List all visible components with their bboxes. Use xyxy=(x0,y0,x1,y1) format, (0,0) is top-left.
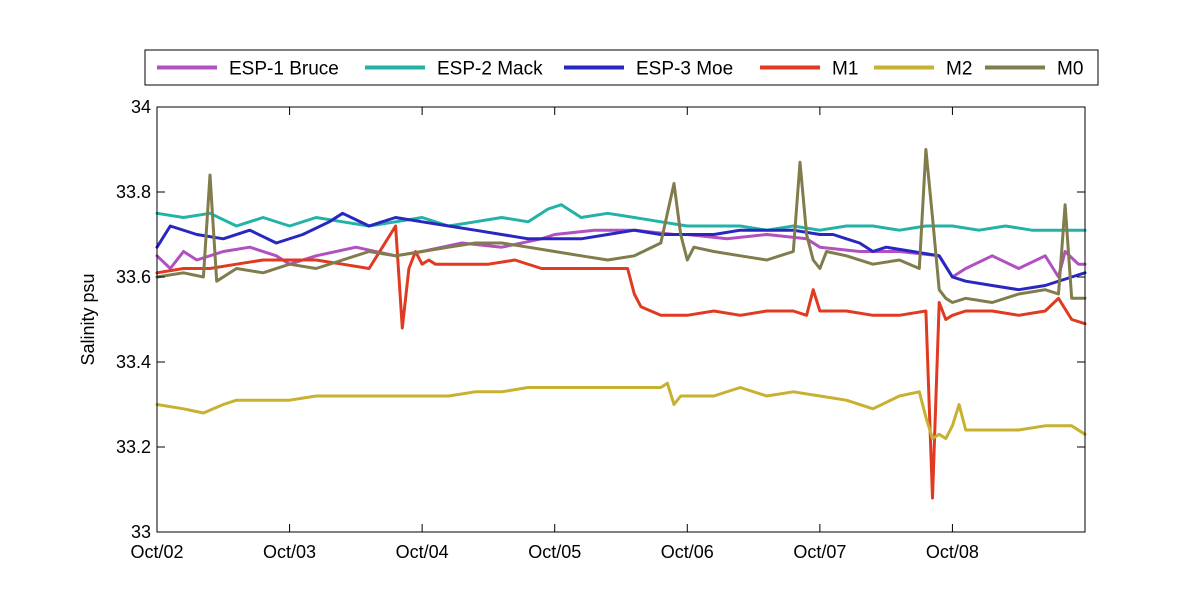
y-axis-label: Salinity psu xyxy=(78,273,98,365)
y-tick-label: 34 xyxy=(131,97,151,117)
plot-frame xyxy=(156,106,1086,533)
y-tick-label: 33.2 xyxy=(116,437,151,457)
series-line-1 xyxy=(155,203,1087,232)
x-tick-label: Oct/04 xyxy=(396,542,449,562)
legend-label-5: M0 xyxy=(1057,59,1083,80)
legend: ESP-1 Bruce ESP-2 Mack ESP-3 Moe M1 M2 M0 xyxy=(144,49,1099,86)
axis-layer: 33 33.2 33.4 33.6 33.8 34 Oct/02 Oct/03 Oct/04 Oc… xyxy=(116,97,1085,562)
legend-label-4: M2 xyxy=(946,59,972,80)
x-tick-label: Oct/08 xyxy=(926,542,979,562)
y-tick-label: 33.8 xyxy=(116,182,151,202)
series-layer xyxy=(155,148,1087,500)
x-tick-label: Oct/02 xyxy=(130,542,183,562)
y-tick-label: 33 xyxy=(131,522,151,542)
series-line-4 xyxy=(155,381,1087,440)
y-tick-label: 33.6 xyxy=(116,267,151,287)
series-line-2 xyxy=(155,211,1087,292)
x-tick-label: Oct/06 xyxy=(661,542,714,562)
legend-label-0: ESP-1 Bruce xyxy=(229,59,339,80)
x-tick-label: Oct/03 xyxy=(263,542,316,562)
x-tick-label: Oct/05 xyxy=(528,542,581,562)
legend-label-1: ESP-2 Mack xyxy=(437,59,543,80)
y-tick-label: 33.4 xyxy=(116,352,151,372)
series-line-3 xyxy=(155,224,1087,500)
x-tick-label: Oct/07 xyxy=(793,542,846,562)
series-line-5 xyxy=(155,148,1087,304)
legend-label-3: M1 xyxy=(832,59,858,80)
legend-label-2: ESP-3 Moe xyxy=(636,59,733,80)
